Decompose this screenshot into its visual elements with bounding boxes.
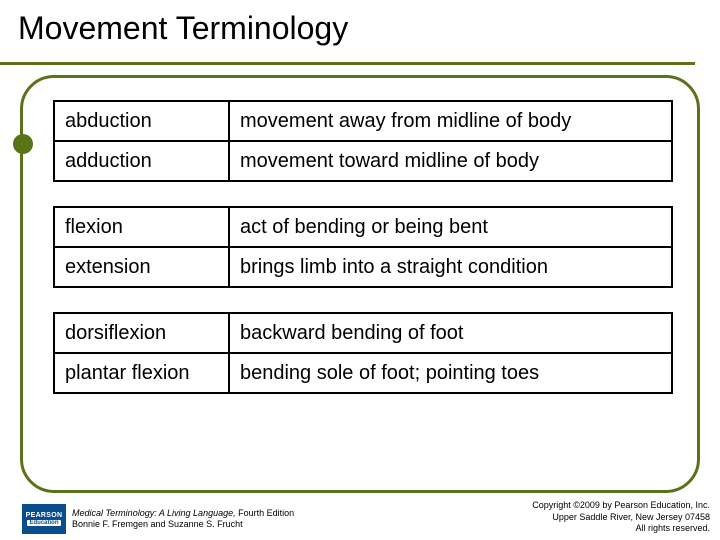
book-info: Medical Terminology: A Living Language, … [72,508,294,531]
term-cell: abduction [54,101,229,141]
book-edition: Fourth Edition [236,508,295,518]
title-area: Movement Terminology [0,0,720,47]
table-row: extension brings limb into a straight co… [54,247,672,287]
copyright-line: Copyright ©2009 by Pearson Education, In… [532,500,710,511]
table-row: dorsiflexion backward bending of foot [54,313,672,353]
copyright: Copyright ©2009 by Pearson Education, In… [532,500,710,534]
definition-cell: movement away from midline of body [229,101,672,141]
term-cell: dorsiflexion [54,313,229,353]
term-cell: flexion [54,207,229,247]
term-table: dorsiflexion backward bending of foot pl… [53,312,673,394]
content-frame: abduction movement away from midline of … [20,75,700,493]
page-title: Movement Terminology [18,10,720,47]
logo-brand: PEARSON [26,512,63,519]
logo-sub: Education [27,520,60,526]
term-table: flexion act of bending or being bent ext… [53,206,673,288]
tables-container: abduction movement away from midline of … [53,100,673,418]
pearson-logo-icon: PEARSON Education [22,504,66,534]
copyright-line: All rights reserved. [532,523,710,534]
table-row: abduction movement away from midline of … [54,101,672,141]
table-row: adduction movement toward midline of bod… [54,141,672,181]
book-title-line: Medical Terminology: A Living Language, … [72,508,294,519]
footer: PEARSON Education Medical Terminology: A… [0,500,720,534]
definition-cell: movement toward midline of body [229,141,672,181]
term-cell: extension [54,247,229,287]
slide: Movement Terminology abduction movement … [0,0,720,540]
table-row: plantar flexion bending sole of foot; po… [54,353,672,393]
definition-cell: brings limb into a straight condition [229,247,672,287]
book-authors: Bonnie F. Fremgen and Suzanne S. Frucht [72,519,294,530]
bullet-icon [13,134,33,154]
title-underline [0,62,695,65]
book-title: Medical Terminology: A Living Language, [72,508,236,518]
term-cell: adduction [54,141,229,181]
term-cell: plantar flexion [54,353,229,393]
definition-cell: bending sole of foot; pointing toes [229,353,672,393]
footer-left: PEARSON Education Medical Terminology: A… [22,504,294,534]
definition-cell: backward bending of foot [229,313,672,353]
definition-cell: act of bending or being bent [229,207,672,247]
copyright-line: Upper Saddle River, New Jersey 07458 [532,512,710,523]
term-table: abduction movement away from midline of … [53,100,673,182]
table-row: flexion act of bending or being bent [54,207,672,247]
